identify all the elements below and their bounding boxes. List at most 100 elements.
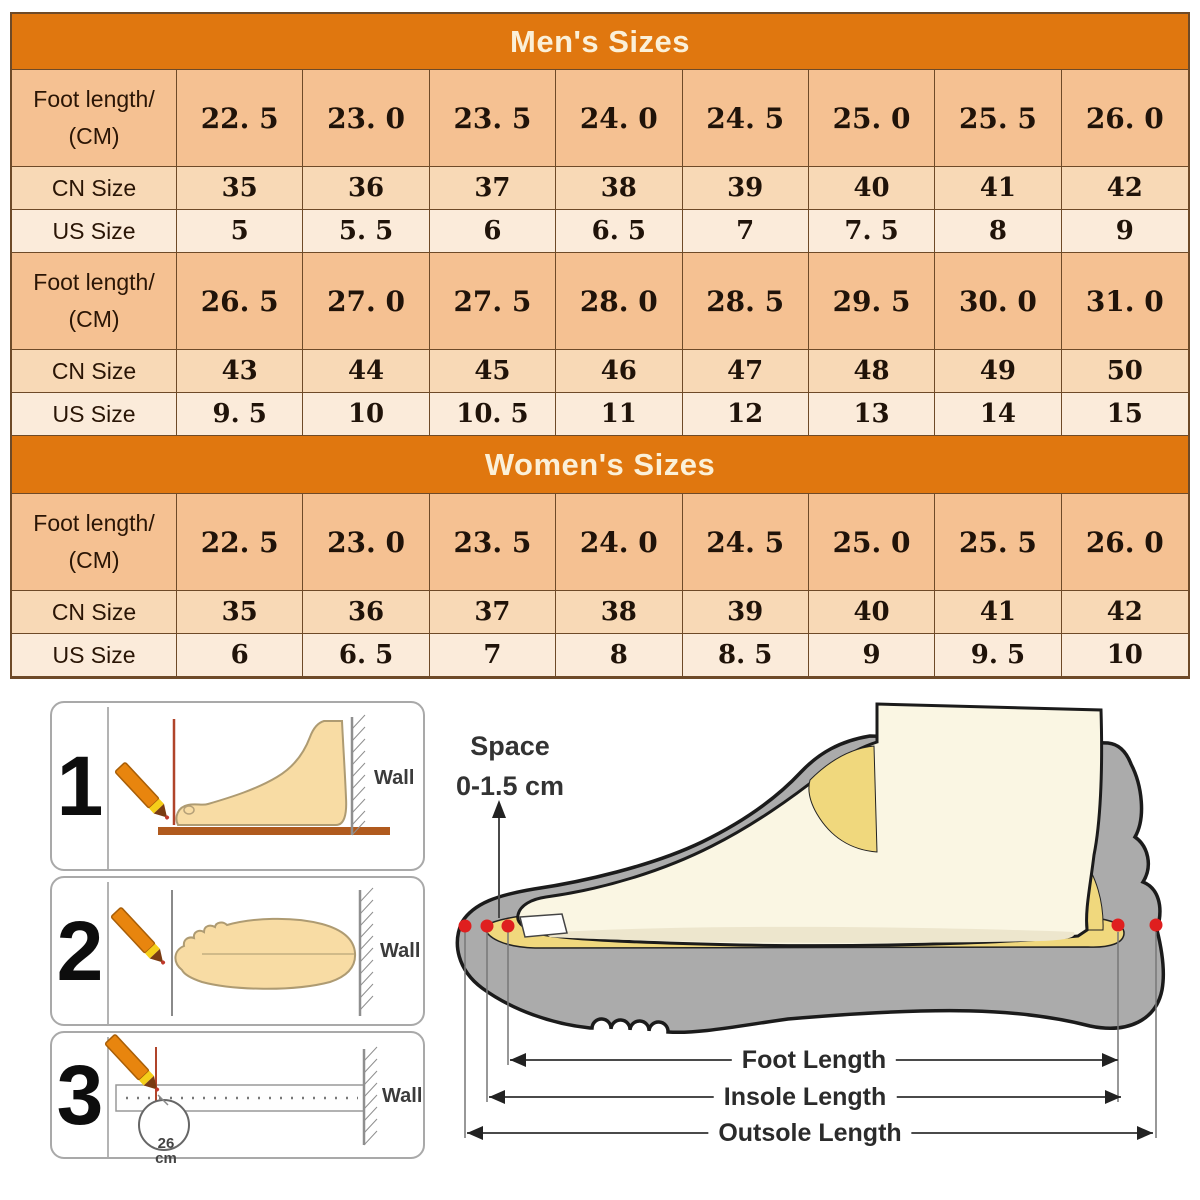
table-row: Foot length/ (CM) 22. 5 23. 0 23. 5 24. … — [12, 494, 1188, 591]
step-number: 1 — [56, 739, 104, 833]
space-label: Space 0-1.5 cm — [455, 731, 565, 801]
size-cell: 25. 5 — [935, 494, 1062, 591]
size-cell: 50 — [1061, 350, 1188, 393]
table-row: CN Size 35 36 37 38 39 40 41 42 — [12, 591, 1188, 634]
foot-and-leg — [516, 702, 1104, 948]
size-cell: 5 — [177, 210, 304, 253]
size-cell: 23. 5 — [429, 494, 557, 591]
mens-sizes-header: Men's Sizes — [12, 14, 1188, 70]
table-row: US Size 9. 5 10 10. 5 11 12 13 14 15 — [12, 393, 1188, 436]
size-cell: 24. 0 — [556, 70, 683, 167]
size-table: Men's Sizes Foot length/ (CM) 22. 5 23. … — [10, 12, 1190, 679]
space-arrowhead — [492, 800, 506, 818]
instruction-step-3: 3 26 cm Wall — [50, 1031, 425, 1166]
size-cell: 41 — [935, 167, 1062, 210]
wall-label: Wall — [382, 1085, 423, 1107]
wall-label: Wall — [380, 940, 421, 962]
step-number: 2 — [56, 904, 104, 998]
size-cell: 8. 5 — [682, 634, 809, 677]
size-cell: 35 — [177, 167, 304, 210]
size-cell: 14 — [935, 393, 1062, 436]
size-cell: 6. 5 — [556, 210, 683, 253]
size-cell: 41 — [935, 591, 1062, 634]
size-cell: 8 — [556, 634, 683, 677]
size-cell: 23. 0 — [303, 494, 430, 591]
size-cell: 36 — [303, 591, 430, 634]
size-cell: 10 — [303, 393, 430, 436]
row-label-cn-size: CN Size — [12, 167, 177, 210]
size-cell: 48 — [808, 350, 936, 393]
size-cell: 45 — [429, 350, 557, 393]
dimension-arrowheads — [467, 1053, 1153, 1140]
table-row: US Size 6 6. 5 7 8 8. 5 9 9. 5 10 — [12, 634, 1188, 677]
size-cell: 37 — [429, 167, 557, 210]
size-cell: 10. 5 — [429, 393, 557, 436]
table-row: Foot length/ (CM) 26. 5 27. 0 27. 5 28. … — [12, 253, 1188, 350]
step3-illustration — [104, 1034, 378, 1157]
size-cell: 39 — [682, 591, 809, 634]
womens-sizes-header: Women's Sizes — [12, 436, 1188, 494]
ruler-mark-26cm: 26 cm — [155, 1135, 177, 1167]
row-label-foot-length: Foot length/ (CM) — [12, 494, 177, 591]
size-cell: 6. 5 — [303, 634, 430, 677]
toe-nail — [519, 913, 568, 938]
size-cell: 23. 5 — [429, 70, 557, 167]
pencil-icon — [114, 762, 170, 820]
size-cell: 7 — [429, 634, 557, 677]
size-cell: 26. 5 — [177, 253, 304, 350]
size-cell: 30. 0 — [935, 253, 1062, 350]
table-row: Foot length/ (CM) 22. 5 23. 0 23. 5 24. … — [12, 70, 1188, 167]
size-cell: 39 — [682, 167, 809, 210]
wall-hatching — [358, 887, 374, 1016]
size-cell: 22. 5 — [177, 494, 304, 591]
size-cell: 28. 0 — [556, 253, 683, 350]
row-label-cn-size: CN Size — [12, 591, 177, 634]
step1-illustration — [107, 707, 390, 869]
size-cell: 47 — [682, 350, 809, 393]
size-cell: 44 — [303, 350, 430, 393]
size-cell: 22. 5 — [177, 70, 304, 167]
size-cell: 27. 5 — [429, 253, 557, 350]
size-cell: 23. 0 — [303, 70, 430, 167]
step-number: 3 — [56, 1048, 104, 1142]
size-cell: 24. 5 — [682, 70, 809, 167]
row-label-foot-length: Foot length/ (CM) — [12, 253, 177, 350]
size-cell: 38 — [556, 167, 683, 210]
instruction-step-1: 1 Wall — [50, 701, 425, 871]
size-cell: 40 — [808, 167, 936, 210]
table-row: CN Size 43 44 45 46 47 48 49 50 — [12, 350, 1188, 393]
foot-sole-shadow — [544, 926, 1075, 943]
size-cell: 35 — [177, 591, 304, 634]
row-label-foot-length: Foot length/ (CM) — [12, 70, 177, 167]
measure-point-dots — [458, 918, 1163, 933]
tongue-padding — [808, 745, 878, 853]
size-cell: 46 — [556, 350, 683, 393]
row-label-us-size: US Size — [12, 634, 177, 677]
pencil-icon — [110, 907, 166, 965]
size-cell: 6 — [429, 210, 557, 253]
foot-side-view — [175, 720, 348, 826]
wall-label: Wall — [374, 767, 415, 789]
size-cell: 25. 5 — [935, 70, 1062, 167]
table-row: US Size 5 5. 5 6 6. 5 7 7. 5 8 9 — [12, 210, 1188, 253]
row-label-us-size: US Size — [12, 393, 177, 436]
size-cell: 5. 5 — [303, 210, 430, 253]
wall-hatching — [362, 1046, 378, 1146]
size-cell: 9. 5 — [177, 393, 304, 436]
size-cell: 9 — [1061, 210, 1188, 253]
size-cell: 43 — [177, 350, 304, 393]
size-cell: 24. 5 — [682, 494, 809, 591]
row-label-us-size: US Size — [12, 210, 177, 253]
size-cell: 12 — [682, 393, 809, 436]
size-cell: 7 — [682, 210, 809, 253]
size-cell: 7. 5 — [808, 210, 936, 253]
foot-length-label: Foot Length — [731, 1046, 897, 1075]
size-cell: 42 — [1061, 167, 1188, 210]
wall-hatching — [350, 714, 366, 836]
extension-lines — [464, 932, 1157, 1138]
size-cell: 28. 5 — [682, 253, 809, 350]
size-cell: 37 — [429, 591, 557, 634]
shoe-measurement-diagram: Space 0-1.5 cm Foot Length Insole Length… — [440, 690, 1200, 1190]
size-cell: 6 — [177, 634, 304, 677]
